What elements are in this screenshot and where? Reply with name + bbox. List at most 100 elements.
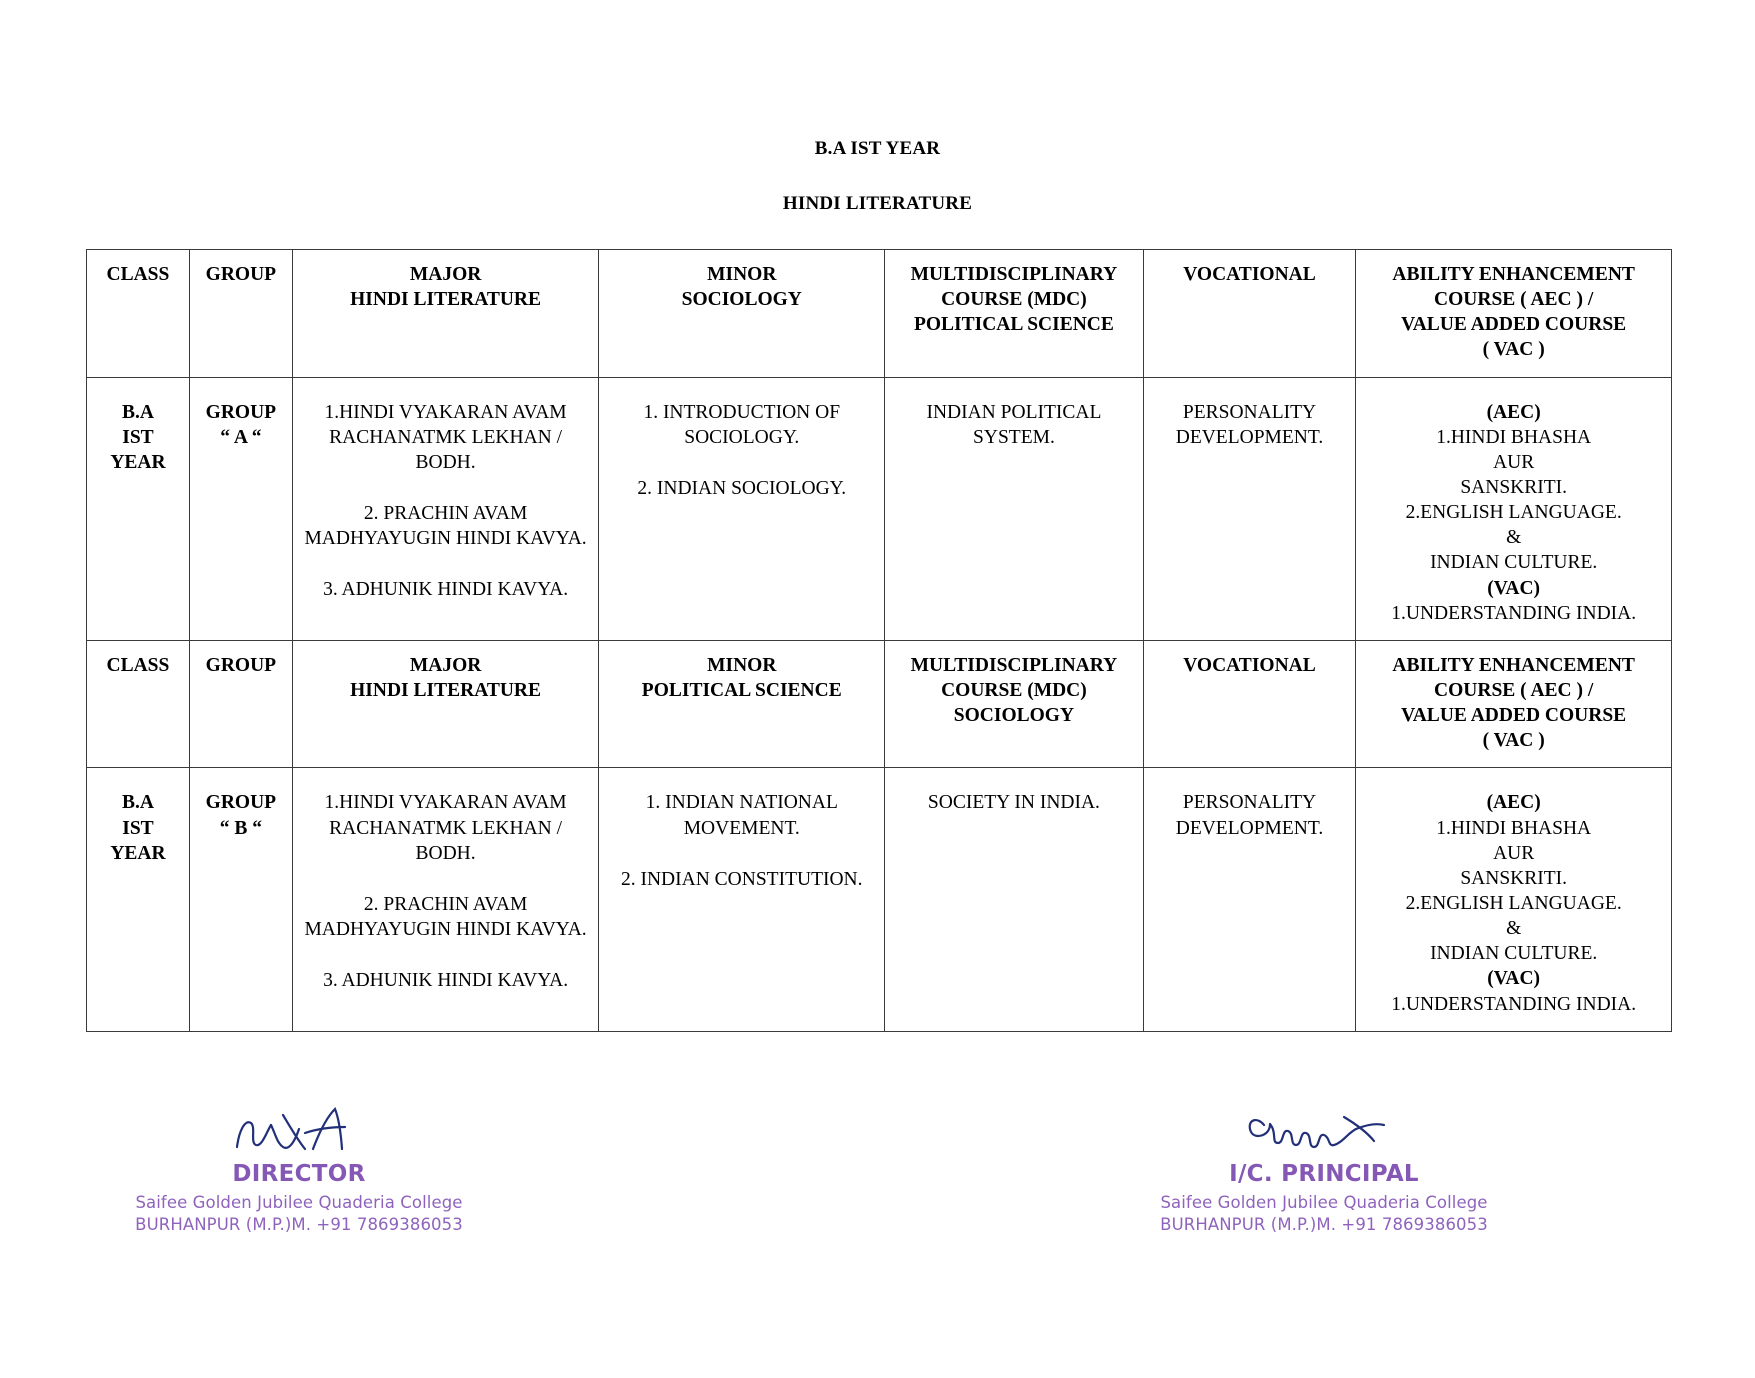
aec-line-2-b: AUR (1493, 842, 1535, 864)
aec-line-3-b: SANSKRITI. (1460, 867, 1568, 889)
header-minor-line2: SOCIOLOGY (681, 289, 802, 311)
director-signature-block: DIRECTOR Saifee Golden Jubilee Quaderia … (104, 1103, 494, 1234)
cell-class-group-a: B.A IST YEAR (86, 376, 190, 641)
cell-vocational-group-a: PERSONALITY DEVELOPMENT. (1142, 376, 1357, 641)
header-mdc-line2-b: COURSE (MDC) (941, 679, 1087, 701)
header-major-line1: MAJOR (409, 264, 482, 285)
header-mdc-line3: POLITICAL SCIENCE (913, 314, 1114, 336)
cell-mdc-group-b: SOCIETY IN INDIA. (884, 767, 1144, 1032)
class-line1: B.A (121, 401, 154, 423)
aec-line-1: 1.HINDI BHASHA (1436, 426, 1592, 448)
aec-line-2: AUR (1493, 451, 1535, 473)
header-cell-mdc-b: MULTIDISCIPLINARY COURSE (MDC) SOCIOLOGY (884, 639, 1144, 769)
aec-line-4-b: 2.ENGLISH LANGUAGE. (1405, 892, 1622, 914)
header-mdc-line3-b: SOCIOLOGY (953, 705, 1075, 727)
header-major-line2: HINDI LITERATURE (350, 289, 542, 311)
aec-line-3: SANSKRITI. (1460, 476, 1568, 498)
aec-line-5: & (1506, 527, 1522, 549)
table-row-group-b: B.A IST YEAR GROUP “ B “ 1.HINDI VYAKARA… (86, 767, 1672, 1032)
table-header-row-group-b: CLASS GROUP MAJOR HINDI LITERATURE MINOR… (86, 639, 1672, 769)
cell-minor-group-b: 1. INDIAN NATIONAL MOVEMENT. 2. INDIAN C… (598, 767, 886, 1032)
header-major-line1-b: MAJOR (409, 654, 482, 676)
aec-line-1-b: 1.HINDI BHASHA (1436, 817, 1592, 839)
aec-line-6-b: INDIAN CULTURE. (1430, 943, 1598, 965)
vac-line-1-b: 1.UNDERSTANDING INDIA. (1391, 993, 1637, 1015)
header-class-label-b: CLASS (106, 654, 170, 676)
cell-class-group-b: B.A IST YEAR (86, 767, 190, 1032)
header-minor-line1-b: MINOR (707, 654, 777, 676)
class-line2-b: IST (122, 817, 154, 839)
header-cell-minor-b: MINOR POLITICAL SCIENCE (598, 639, 886, 769)
principal-signature-block: I/C. PRINCIPAL Saifee Golden Jubilee Qua… (1104, 1103, 1544, 1234)
header-mdc-line1: MULTIDISCIPLINARY (910, 264, 1118, 285)
header-aec-line1-b: ABILITY ENHANCEMENT (1392, 654, 1635, 676)
header-aec-line2: COURSE ( AEC ) / (1434, 289, 1594, 311)
header-cell-aec-vac: ABILITY ENHANCEMENT COURSE ( AEC ) / VAL… (1355, 249, 1672, 378)
cell-mdc-group-a: INDIAN POLITICAL SYSTEM. (884, 376, 1144, 641)
header-cell-major-b: MAJOR HINDI LITERATURE (291, 639, 600, 769)
header-vocational-label: VOCATIONAL (1183, 264, 1316, 285)
minor-item-2: 2. INDIAN SOCIOLOGY. (637, 477, 847, 499)
director-contact: BURHANPUR (M.P.)M. +91 7869386053 (135, 1215, 463, 1234)
group-line1: GROUP (205, 401, 277, 423)
cell-major-group-b: 1.HINDI VYAKARAN AVAM RACHANATMK LEKHAN … (291, 767, 600, 1032)
cell-aec-vac-group-a: (AEC) 1.HINDI BHASHA AUR SANSKRITI. 2.EN… (1355, 376, 1672, 641)
table-header-row-group-a: CLASS GROUP MAJOR HINDI LITERATURE MINOR… (86, 249, 1672, 378)
cell-group-group-a: GROUP “ A “ (188, 376, 293, 641)
aec-line-4: 2.ENGLISH LANGUAGE. (1405, 502, 1622, 524)
class-line2: IST (122, 426, 154, 448)
class-line3-b: YEAR (110, 842, 166, 864)
signature-area: DIRECTOR Saifee Golden Jubilee Quaderia … (0, 1098, 1755, 1378)
class-line3: YEAR (110, 451, 166, 473)
major-item-2: 2. PRACHIN AVAM MADHYAYUGIN HINDI KAVYA. (304, 502, 587, 550)
vac-label: (VAC) (1487, 577, 1541, 599)
header-group-label-b: GROUP (205, 654, 277, 676)
aec-line-5-b: & (1506, 918, 1522, 940)
major-item-3: 3. ADHUNIK HINDI KAVYA. (323, 579, 569, 601)
major-item-1: 1.HINDI VYAKARAN AVAM RACHANATMK LEKHAN … (324, 401, 567, 473)
page-title: B.A IST YEAR (814, 138, 941, 159)
group-line2-b: “ B “ (219, 817, 263, 839)
cell-group-group-b: GROUP “ B “ (188, 767, 293, 1032)
principal-contact: BURHANPUR (M.P.)M. +91 7869386053 (1160, 1215, 1488, 1234)
header-cell-group-b: GROUP (188, 639, 293, 769)
header-cell-vocational: VOCATIONAL (1142, 249, 1357, 378)
mdc-item-1: INDIAN POLITICAL SYSTEM. (926, 401, 1102, 448)
minor-item-1: 1. INTRODUCTION OF SOCIOLOGY. (643, 401, 841, 448)
group-line2: “ A “ (220, 426, 262, 448)
minor-item-1-b: 1. INDIAN NATIONAL MOVEMENT. (645, 792, 838, 839)
header-cell-vocational-b: VOCATIONAL (1142, 639, 1357, 769)
header-cell-major: MAJOR HINDI LITERATURE (291, 249, 600, 378)
vocational-item-1-b: PERSONALITY DEVELOPMENT. (1175, 792, 1324, 839)
header-aec-line3: VALUE ADDED COURSE (1401, 314, 1627, 336)
vac-label-b: (VAC) (1487, 968, 1541, 990)
header-cell-aec-vac-b: ABILITY ENHANCEMENT COURSE ( AEC ) / VAL… (1355, 639, 1672, 769)
header-aec-line3-b: VALUE ADDED COURSE (1401, 705, 1627, 727)
principal-role-label: I/C. PRINCIPAL (1229, 1161, 1419, 1187)
header-class-label: CLASS (106, 264, 170, 285)
class-line1-b: B.A (121, 792, 154, 814)
header-vocational-label-b: VOCATIONAL (1183, 654, 1316, 676)
page-subtitle: HINDI LITERATURE (782, 193, 973, 214)
major-item-3-b: 3. ADHUNIK HINDI KAVYA. (323, 970, 569, 992)
header-minor-line2-b: POLITICAL SCIENCE (641, 679, 842, 701)
header-mdc-line1-b: MULTIDISCIPLINARY (910, 654, 1118, 676)
header-cell-minor: MINOR SOCIOLOGY (598, 249, 886, 378)
group-line1-b: GROUP (205, 792, 277, 814)
mdc-item-1-b: SOCIETY IN INDIA. (927, 792, 1100, 814)
principal-organization: Saifee Golden Jubilee Quaderia College (1160, 1193, 1488, 1212)
major-item-1-b: 1.HINDI VYAKARAN AVAM RACHANATMK LEKHAN … (324, 792, 567, 864)
cell-major-group-a: 1.HINDI VYAKARAN AVAM RACHANATMK LEKHAN … (291, 376, 600, 641)
director-handwritten-signature (104, 1103, 494, 1159)
major-item-2-b: 2. PRACHIN AVAM MADHYAYUGIN HINDI KAVYA. (304, 893, 587, 940)
header-aec-line4-b: ( VAC ) (1482, 730, 1545, 752)
principal-handwritten-signature (1104, 1103, 1544, 1159)
header-group-label: GROUP (205, 264, 277, 285)
minor-item-2-b: 2. INDIAN CONSTITUTION. (620, 868, 863, 890)
cell-aec-vac-group-b: (AEC) 1.HINDI BHASHA AUR SANSKRITI. 2.EN… (1355, 767, 1672, 1032)
header-mdc-line2: COURSE (MDC) (941, 289, 1087, 311)
vocational-item-1: PERSONALITY DEVELOPMENT. (1175, 401, 1324, 448)
vac-line-1: 1.UNDERSTANDING INDIA. (1391, 602, 1637, 624)
document-page: B.A IST YEAR HINDI LITERATURE CLASS GROU… (0, 138, 1755, 1378)
table-row-group-a: B.A IST YEAR GROUP “ A “ 1.HINDI VYAKARA… (86, 376, 1672, 641)
